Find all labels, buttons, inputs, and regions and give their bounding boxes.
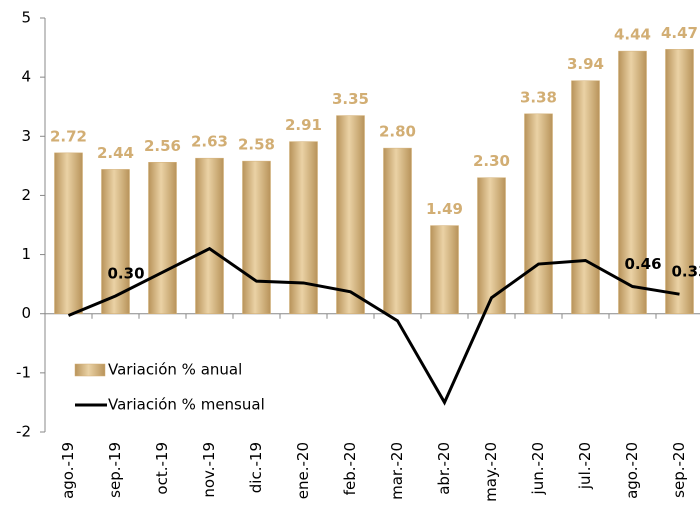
bar: [148, 162, 177, 314]
bar: [665, 49, 694, 314]
bar-value-label: 3.35: [332, 90, 369, 108]
legend-swatch: [74, 363, 106, 377]
bar-value-label: 2.72: [50, 127, 87, 145]
y-tick-label: 4: [21, 68, 31, 86]
bar-value-label: 2.63: [191, 133, 228, 151]
x-tick-label: may.-20: [482, 442, 500, 502]
bar-value-label: 2.44: [97, 144, 134, 162]
line-value-label: 0.30: [108, 264, 145, 282]
bar-value-label: 3.38: [520, 88, 557, 106]
bar-value-label: 2.91: [285, 116, 322, 134]
bar: [336, 115, 365, 314]
y-tick-label: 3: [21, 127, 31, 145]
bar-value-label: 4.47: [661, 24, 698, 42]
bar: [477, 177, 506, 314]
bar: [618, 50, 647, 314]
x-tick-label: jul.-20: [576, 442, 594, 490]
x-tick-label: sep.-20: [670, 442, 688, 498]
x-tick-label: oct.-19: [153, 442, 171, 495]
y-tick-label: -1: [16, 363, 31, 381]
line-value-label: 0.46: [625, 255, 662, 273]
x-tick-label: abr.-20: [435, 442, 453, 495]
x-tick-label: jun.-20: [529, 442, 547, 495]
line-value-label: 0.33: [672, 263, 700, 281]
bar: [289, 141, 318, 314]
x-tick-label: sep.-19: [106, 442, 124, 498]
bar-value-label: 4.44: [614, 26, 651, 44]
y-tick-label: 1: [21, 245, 31, 263]
x-tick-label: mar.-20: [388, 442, 406, 500]
bar-value-label: 2.58: [238, 136, 275, 154]
y-tick-label: 0: [21, 304, 31, 322]
x-tick-label: feb.-20: [341, 442, 359, 495]
bar: [54, 152, 83, 314]
bar-value-label: 1.49: [426, 200, 463, 218]
bar: [430, 225, 459, 314]
legend-label: Variación % anual: [108, 361, 242, 379]
bar-value-label: 3.94: [567, 55, 604, 73]
bar: [383, 147, 412, 314]
x-tick-label: nov.-19: [200, 442, 218, 498]
bar: [571, 80, 600, 314]
bar-value-label: 2.56: [144, 137, 181, 155]
bar-value-label: 2.80: [379, 123, 416, 141]
x-tick-label: dic.-19: [247, 442, 265, 493]
legend-label: Variación % mensual: [108, 396, 265, 414]
bar: [524, 113, 553, 314]
x-tick-label: ago.-20: [623, 442, 641, 499]
y-tick-label: -2: [16, 423, 31, 441]
y-tick-label: 2: [21, 186, 31, 204]
y-tick-label: 5: [21, 9, 31, 27]
bar: [242, 160, 271, 314]
x-tick-label: ene.-20: [294, 442, 312, 499]
x-tick-label: ago.-19: [59, 442, 77, 499]
bar-value-label: 2.30: [473, 152, 510, 170]
bar: [195, 157, 224, 314]
line: [67, 246, 680, 406]
